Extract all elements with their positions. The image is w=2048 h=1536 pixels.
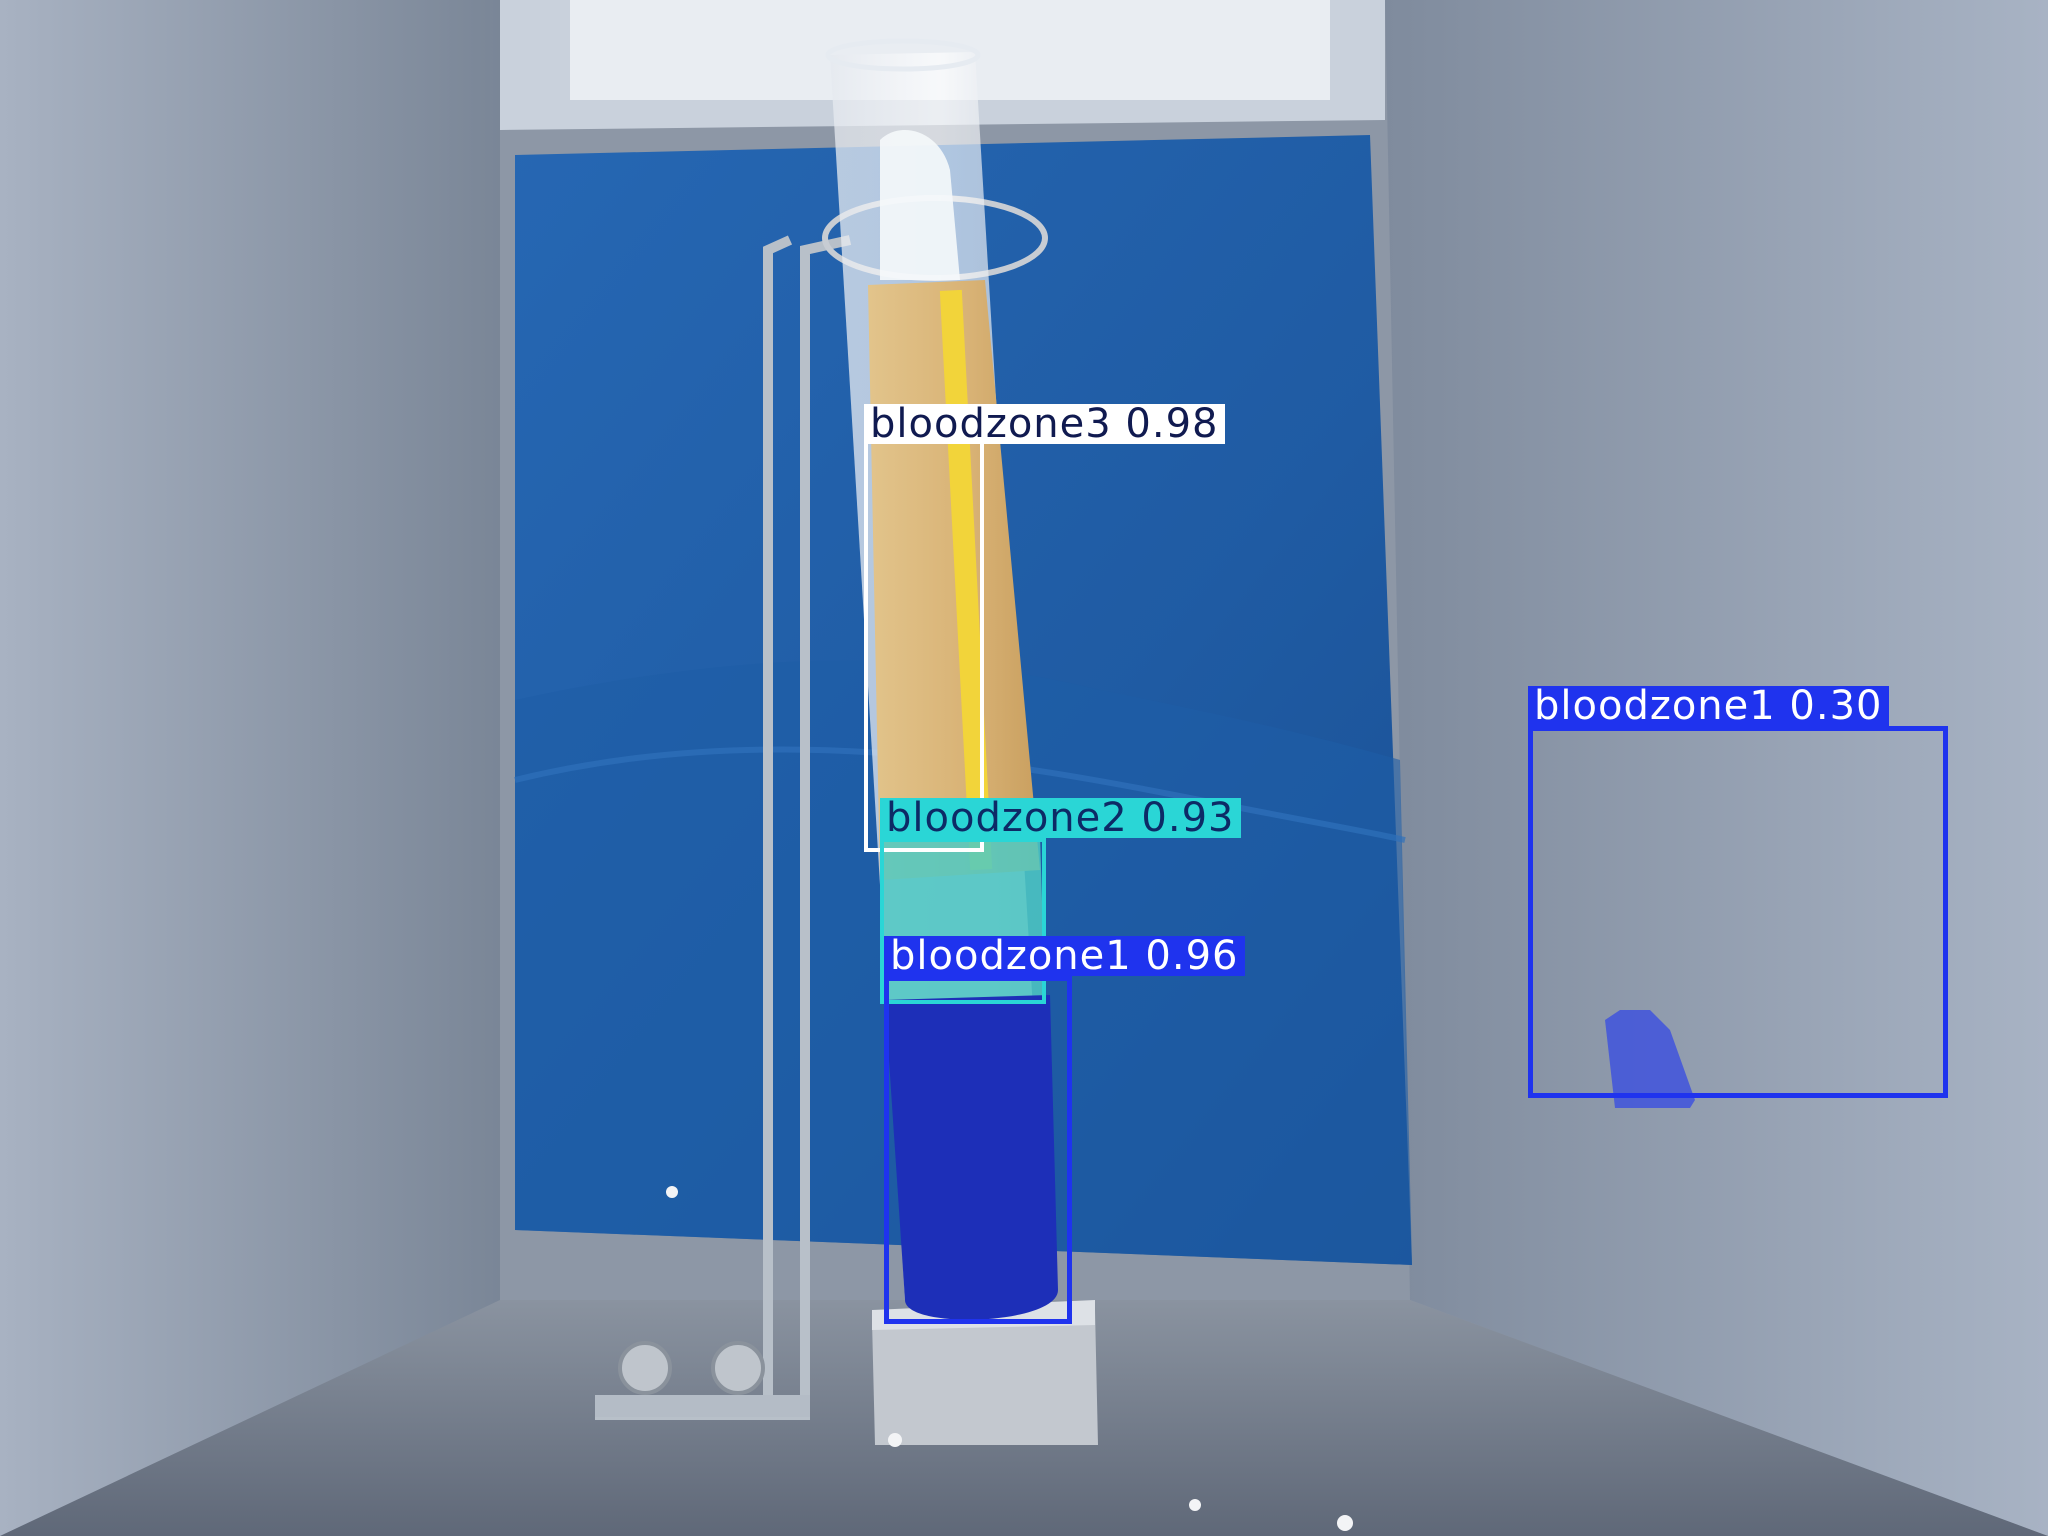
holder-base-plate bbox=[595, 1395, 810, 1417]
speck bbox=[1337, 1515, 1353, 1531]
detection-label-bloodzone1: bloodzone1 0.96 bbox=[884, 936, 1245, 976]
screw-left bbox=[618, 1341, 672, 1395]
tube-cap-highlight bbox=[880, 130, 960, 280]
panel-wave-2 bbox=[514, 746, 1406, 843]
detection-box-bloodzone3 bbox=[864, 440, 984, 852]
bloodzone1-mask bbox=[885, 995, 1058, 1320]
detection-box-bloodzone1 bbox=[884, 976, 1072, 1324]
detection-label-bloodzone1-low: bloodzone1 0.30 bbox=[1528, 686, 1889, 726]
speck bbox=[888, 1433, 902, 1447]
screw-right bbox=[711, 1341, 765, 1395]
detection-box-bloodzone1-low bbox=[1528, 726, 1948, 1098]
right-wall bbox=[1385, 0, 2048, 1536]
detection-box-bloodzone2 bbox=[880, 838, 1046, 1004]
detection-label-bloodzone3: bloodzone3 0.98 bbox=[864, 404, 1225, 444]
tube-rim bbox=[825, 38, 981, 72]
left-wall bbox=[0, 0, 500, 1536]
bloodzone1-mask-right bbox=[1605, 1010, 1695, 1108]
detection-label-bloodzone2: bloodzone2 0.93 bbox=[880, 798, 1241, 838]
speck bbox=[666, 1186, 678, 1198]
speck bbox=[1189, 1499, 1201, 1511]
aluminum-block bbox=[872, 1310, 1098, 1445]
